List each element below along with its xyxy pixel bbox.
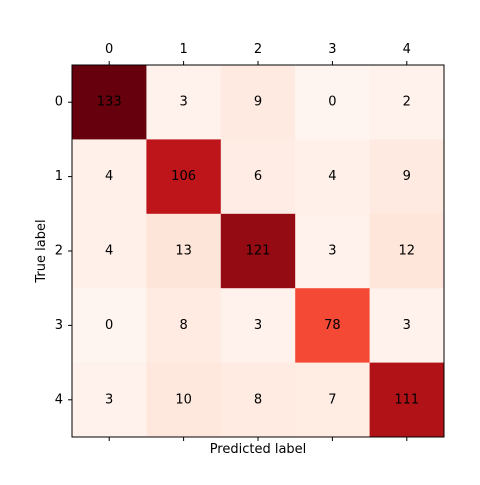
cell-value-r0-c4: 2 (403, 95, 411, 110)
y-tick-label-0: 0 (55, 95, 63, 110)
heatmap-cell-r1-c1 (146, 139, 222, 215)
cell-value-r3-c4: 3 (403, 318, 411, 333)
x-ticks-layer: 0 1 2 3 4 (105, 42, 411, 441)
heatmap-cell-r4-c4 (369, 362, 445, 438)
y-tick-label-4: 4 (55, 392, 63, 407)
heatmap-cell-r3-c0 (72, 288, 147, 364)
heatmap-cell-r3-c3 (295, 288, 371, 364)
cell-value-r0-c1: 3 (179, 95, 187, 110)
y-axis-label: True label (34, 219, 49, 283)
cell-value-r2-c2: 121 (246, 244, 271, 259)
cell-value-r1-c3: 4 (328, 169, 336, 184)
heatmap-cell-r2-c0 (72, 213, 147, 289)
x-tick-label-0: 0 (105, 42, 113, 57)
cell-value-r3-c0: 0 (105, 318, 113, 333)
cell-value-r4-c4: 111 (394, 392, 419, 407)
y-tick-label-1: 1 (55, 169, 63, 184)
heatmap-cell-r3-c4 (369, 288, 445, 364)
heatmap-cell-r0-c2 (220, 65, 296, 140)
heatmap-cell-r1-c4 (369, 139, 445, 215)
cell-value-r0-c0: 133 (97, 95, 122, 110)
heatmap-cell-r3-c1 (146, 288, 222, 364)
heatmap-cell-r0-c3 (295, 65, 371, 140)
heatmap-cell-r3-c2 (220, 288, 296, 364)
heatmap-cell-r4-c1 (146, 362, 222, 438)
x-tick-label-1: 1 (179, 42, 187, 57)
heatmap-cell-r4-c3 (295, 362, 371, 438)
y-tick-label-3: 3 (55, 318, 63, 333)
heatmap-cell-r2-c4 (369, 213, 445, 289)
y-tick-label-2: 2 (55, 244, 63, 259)
heatmap-cell-r2-c1 (146, 213, 222, 289)
cell-value-r1-c2: 6 (254, 169, 262, 184)
cell-value-r1-c1: 106 (171, 169, 196, 184)
cell-value-r2-c3: 3 (328, 244, 336, 259)
cell-value-r4-c0: 3 (105, 392, 113, 407)
cell-value-r1-c4: 9 (403, 169, 411, 184)
heatmap-cell-r4-c0 (72, 362, 147, 438)
cell-value-r1-c0: 4 (105, 169, 113, 184)
cell-value-r4-c2: 8 (254, 392, 262, 407)
x-tick-label-2: 2 (254, 42, 262, 57)
cell-value-r0-c3: 0 (328, 95, 336, 110)
cells-layer (72, 65, 445, 438)
x-tick-label-3: 3 (328, 42, 336, 57)
x-axis-label: Predicted label (210, 442, 307, 457)
heatmap-cell-r2-c2 (220, 213, 296, 289)
cell-value-r2-c4: 12 (399, 244, 416, 259)
heatmap-cell-r1-c3 (295, 139, 371, 215)
heatmap-cell-r2-c3 (295, 213, 371, 289)
heatmap-cell-r1-c2 (220, 139, 296, 215)
cell-value-r4-c3: 7 (328, 392, 336, 407)
cell-labels-layer: 133 3 9 0 2 4 106 6 4 9 4 13 121 3 12 0 8 3 78 3 3 10 8 7 111 (97, 95, 419, 408)
cell-value-r2-c1: 13 (175, 244, 192, 259)
cell-value-r4-c1: 10 (175, 392, 192, 407)
heatmap-cell-r1-c0 (72, 139, 147, 215)
cell-value-r3-c1: 8 (179, 318, 187, 333)
y-ticks-layer: 0 1 2 3 4 (55, 95, 72, 407)
heatmap-cell-r0-c4 (369, 65, 445, 140)
cell-value-r2-c0: 4 (105, 244, 113, 259)
cell-value-r0-c2: 9 (254, 95, 262, 110)
heatmap-cell-r0-c1 (146, 65, 222, 140)
x-tick-label-4: 4 (403, 42, 411, 57)
cell-value-r3-c2: 3 (254, 318, 262, 333)
heatmap-cell-r0-c0 (72, 65, 147, 140)
cell-value-r3-c3: 78 (324, 318, 341, 333)
heatmap-cell-r4-c2 (220, 362, 296, 438)
